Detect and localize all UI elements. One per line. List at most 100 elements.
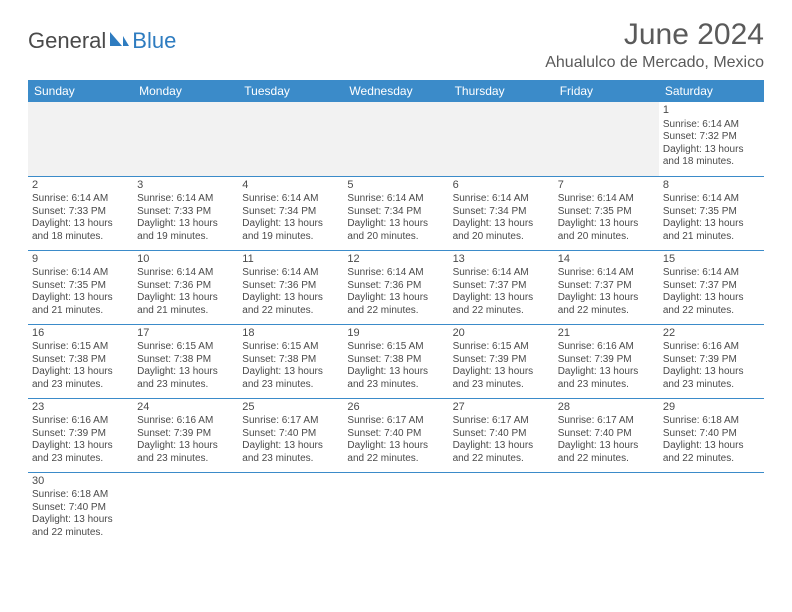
day-info: Sunrise: 6:14 AMSunset: 7:36 PMDaylight:…: [347, 267, 444, 317]
calendar-table: SundayMondayTuesdayWednesdayThursdayFrid…: [28, 80, 764, 546]
day-info: Sunrise: 6:15 AMSunset: 7:38 PMDaylight:…: [32, 341, 129, 391]
calendar-day-cell: 22Sunrise: 6:16 AMSunset: 7:39 PMDayligh…: [659, 324, 764, 398]
day-number: 2: [32, 179, 129, 193]
day-info: Sunrise: 6:16 AMSunset: 7:39 PMDaylight:…: [663, 341, 760, 391]
location-subtitle: Ahualulco de Mercado, Mexico: [545, 54, 764, 72]
day-number: 3: [137, 179, 234, 193]
day-number: 16: [32, 327, 129, 341]
day-number: 22: [663, 327, 760, 341]
calendar-body: 1Sunrise: 6:14 AMSunset: 7:32 PMDaylight…: [28, 102, 764, 546]
calendar-week-row: 2Sunrise: 6:14 AMSunset: 7:33 PMDaylight…: [28, 176, 764, 250]
brand-logo: GeneralBlue: [28, 28, 176, 54]
calendar-day-cell: 6Sunrise: 6:14 AMSunset: 7:34 PMDaylight…: [449, 176, 554, 250]
day-info: Sunrise: 6:18 AMSunset: 7:40 PMDaylight:…: [663, 415, 760, 465]
calendar-day-cell: 26Sunrise: 6:17 AMSunset: 7:40 PMDayligh…: [343, 398, 448, 472]
calendar-day-cell: 1Sunrise: 6:14 AMSunset: 7:32 PMDaylight…: [659, 102, 764, 176]
day-number: 14: [558, 253, 655, 267]
day-number: 20: [453, 327, 550, 341]
calendar-day-cell: 4Sunrise: 6:14 AMSunset: 7:34 PMDaylight…: [238, 176, 343, 250]
calendar-day-cell: 8Sunrise: 6:14 AMSunset: 7:35 PMDaylight…: [659, 176, 764, 250]
page-header: GeneralBlue June 2024 Ahualulco de Merca…: [28, 18, 764, 72]
calendar-day-cell: [133, 102, 238, 176]
calendar-day-cell: [238, 472, 343, 546]
day-of-week-header: Friday: [554, 80, 659, 102]
day-info: Sunrise: 6:14 AMSunset: 7:33 PMDaylight:…: [32, 193, 129, 243]
calendar-day-cell: [133, 472, 238, 546]
calendar-day-cell: 3Sunrise: 6:14 AMSunset: 7:33 PMDaylight…: [133, 176, 238, 250]
calendar-day-cell: 19Sunrise: 6:15 AMSunset: 7:38 PMDayligh…: [343, 324, 448, 398]
day-number: 29: [663, 401, 760, 415]
day-info: Sunrise: 6:14 AMSunset: 7:36 PMDaylight:…: [242, 267, 339, 317]
day-info: Sunrise: 6:14 AMSunset: 7:34 PMDaylight:…: [347, 193, 444, 243]
calendar-day-cell: 18Sunrise: 6:15 AMSunset: 7:38 PMDayligh…: [238, 324, 343, 398]
calendar-day-cell: 9Sunrise: 6:14 AMSunset: 7:35 PMDaylight…: [28, 250, 133, 324]
day-info: Sunrise: 6:15 AMSunset: 7:39 PMDaylight:…: [453, 341, 550, 391]
day-info: Sunrise: 6:16 AMSunset: 7:39 PMDaylight:…: [32, 415, 129, 465]
day-number: 7: [558, 179, 655, 193]
day-info: Sunrise: 6:14 AMSunset: 7:33 PMDaylight:…: [137, 193, 234, 243]
calendar-day-cell: 15Sunrise: 6:14 AMSunset: 7:37 PMDayligh…: [659, 250, 764, 324]
calendar-day-cell: 24Sunrise: 6:16 AMSunset: 7:39 PMDayligh…: [133, 398, 238, 472]
day-number: 18: [242, 327, 339, 341]
calendar-day-cell: [554, 472, 659, 546]
day-info: Sunrise: 6:14 AMSunset: 7:37 PMDaylight:…: [558, 267, 655, 317]
day-number: 24: [137, 401, 234, 415]
calendar-day-cell: [449, 102, 554, 176]
day-number: 10: [137, 253, 234, 267]
calendar-day-cell: 7Sunrise: 6:14 AMSunset: 7:35 PMDaylight…: [554, 176, 659, 250]
calendar-week-row: 23Sunrise: 6:16 AMSunset: 7:39 PMDayligh…: [28, 398, 764, 472]
calendar-day-cell: 14Sunrise: 6:14 AMSunset: 7:37 PMDayligh…: [554, 250, 659, 324]
day-of-week-header: Tuesday: [238, 80, 343, 102]
calendar-day-cell: 11Sunrise: 6:14 AMSunset: 7:36 PMDayligh…: [238, 250, 343, 324]
day-info: Sunrise: 6:14 AMSunset: 7:34 PMDaylight:…: [242, 193, 339, 243]
calendar-day-cell: [554, 102, 659, 176]
day-info: Sunrise: 6:15 AMSunset: 7:38 PMDaylight:…: [347, 341, 444, 391]
calendar-day-cell: 12Sunrise: 6:14 AMSunset: 7:36 PMDayligh…: [343, 250, 448, 324]
day-info: Sunrise: 6:17 AMSunset: 7:40 PMDaylight:…: [558, 415, 655, 465]
day-number: 28: [558, 401, 655, 415]
day-info: Sunrise: 6:14 AMSunset: 7:36 PMDaylight:…: [137, 267, 234, 317]
calendar-day-cell: [659, 472, 764, 546]
calendar-day-cell: 29Sunrise: 6:18 AMSunset: 7:40 PMDayligh…: [659, 398, 764, 472]
day-number: 4: [242, 179, 339, 193]
calendar-day-cell: 20Sunrise: 6:15 AMSunset: 7:39 PMDayligh…: [449, 324, 554, 398]
day-of-week-header: Wednesday: [343, 80, 448, 102]
calendar-week-row: 1Sunrise: 6:14 AMSunset: 7:32 PMDaylight…: [28, 102, 764, 176]
day-info: Sunrise: 6:16 AMSunset: 7:39 PMDaylight:…: [137, 415, 234, 465]
day-of-week-row: SundayMondayTuesdayWednesdayThursdayFrid…: [28, 80, 764, 102]
calendar-week-row: 30Sunrise: 6:18 AMSunset: 7:40 PMDayligh…: [28, 472, 764, 546]
day-info: Sunrise: 6:14 AMSunset: 7:34 PMDaylight:…: [453, 193, 550, 243]
day-number: 30: [32, 475, 129, 489]
day-number: 5: [347, 179, 444, 193]
calendar-day-cell: 2Sunrise: 6:14 AMSunset: 7:33 PMDaylight…: [28, 176, 133, 250]
day-of-week-header: Monday: [133, 80, 238, 102]
calendar-day-cell: 10Sunrise: 6:14 AMSunset: 7:36 PMDayligh…: [133, 250, 238, 324]
day-info: Sunrise: 6:17 AMSunset: 7:40 PMDaylight:…: [453, 415, 550, 465]
calendar-day-cell: [343, 472, 448, 546]
calendar-day-cell: [343, 102, 448, 176]
calendar-day-cell: 27Sunrise: 6:17 AMSunset: 7:40 PMDayligh…: [449, 398, 554, 472]
day-info: Sunrise: 6:18 AMSunset: 7:40 PMDaylight:…: [32, 489, 129, 539]
day-number: 9: [32, 253, 129, 267]
calendar-day-cell: 25Sunrise: 6:17 AMSunset: 7:40 PMDayligh…: [238, 398, 343, 472]
day-info: Sunrise: 6:17 AMSunset: 7:40 PMDaylight:…: [347, 415, 444, 465]
calendar-day-cell: [449, 472, 554, 546]
day-info: Sunrise: 6:14 AMSunset: 7:35 PMDaylight:…: [558, 193, 655, 243]
sail-icon: [108, 28, 130, 54]
calendar-day-cell: 13Sunrise: 6:14 AMSunset: 7:37 PMDayligh…: [449, 250, 554, 324]
calendar-week-row: 9Sunrise: 6:14 AMSunset: 7:35 PMDaylight…: [28, 250, 764, 324]
day-number: 21: [558, 327, 655, 341]
day-number: 8: [663, 179, 760, 193]
calendar-day-cell: 5Sunrise: 6:14 AMSunset: 7:34 PMDaylight…: [343, 176, 448, 250]
brand-part1: General: [28, 28, 106, 54]
day-number: 15: [663, 253, 760, 267]
day-of-week-header: Saturday: [659, 80, 764, 102]
day-info: Sunrise: 6:14 AMSunset: 7:35 PMDaylight:…: [663, 193, 760, 243]
calendar-day-cell: [238, 102, 343, 176]
day-number: 26: [347, 401, 444, 415]
calendar-day-cell: [28, 102, 133, 176]
day-number: 27: [453, 401, 550, 415]
day-number: 1: [663, 104, 760, 118]
day-info: Sunrise: 6:14 AMSunset: 7:32 PMDaylight:…: [663, 119, 760, 169]
calendar-week-row: 16Sunrise: 6:15 AMSunset: 7:38 PMDayligh…: [28, 324, 764, 398]
